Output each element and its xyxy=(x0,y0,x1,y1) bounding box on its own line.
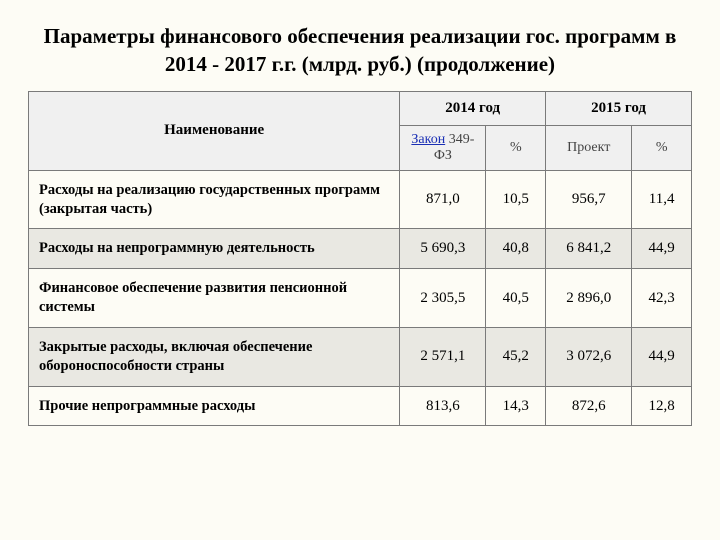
col-header-2015: 2015 год xyxy=(546,91,692,125)
row-name: Прочие непрограммные расходы xyxy=(29,386,400,426)
row-p2014: 40,5 xyxy=(486,269,546,328)
row-p2015: 42,3 xyxy=(632,269,692,328)
col-header-2014: 2014 год xyxy=(400,91,546,125)
table-row: Финансовое обеспечение развития пенсионн… xyxy=(29,269,692,328)
row-p2014: 14,3 xyxy=(486,386,546,426)
row-p2015: 12,8 xyxy=(632,386,692,426)
row-p2014: 45,2 xyxy=(486,327,546,386)
table-row: Расходы на непрограммную деятельность 5 … xyxy=(29,229,692,269)
table-row: Прочие непрограммные расходы 813,6 14,3 … xyxy=(29,386,692,426)
col-header-name: Наименование xyxy=(29,91,400,170)
law-link[interactable]: Закон xyxy=(411,132,445,147)
row-name: Закрытые расходы, включая обеспечение об… xyxy=(29,327,400,386)
row-p2015: 44,9 xyxy=(632,229,692,269)
row-p2015: 11,4 xyxy=(632,170,692,229)
subheader-law: Закон 349-ФЗ xyxy=(400,125,486,170)
row-v2014: 2 305,5 xyxy=(400,269,486,328)
table-container: Наименование 2014 год 2015 год Закон 349… xyxy=(0,91,720,427)
row-name: Финансовое обеспечение развития пенсионн… xyxy=(29,269,400,328)
row-name: Расходы на реализацию государственных пр… xyxy=(29,170,400,229)
subheader-project: Проект xyxy=(546,125,632,170)
page-title: Параметры финансового обеспечения реализ… xyxy=(0,0,720,91)
row-v2014: 813,6 xyxy=(400,386,486,426)
row-v2015: 3 072,6 xyxy=(546,327,632,386)
finance-table: Наименование 2014 год 2015 год Закон 349… xyxy=(28,91,692,427)
table-row: Закрытые расходы, включая обеспечение об… xyxy=(29,327,692,386)
row-v2014: 871,0 xyxy=(400,170,486,229)
subheader-pct-2014: % xyxy=(486,125,546,170)
row-v2014: 2 571,1 xyxy=(400,327,486,386)
row-v2015: 956,7 xyxy=(546,170,632,229)
row-p2015: 44,9 xyxy=(632,327,692,386)
row-p2014: 40,8 xyxy=(486,229,546,269)
row-v2015: 6 841,2 xyxy=(546,229,632,269)
row-p2014: 10,5 xyxy=(486,170,546,229)
row-v2015: 2 896,0 xyxy=(546,269,632,328)
row-name: Расходы на непрограммную деятельность xyxy=(29,229,400,269)
row-v2014: 5 690,3 xyxy=(400,229,486,269)
subheader-pct-2015: % xyxy=(632,125,692,170)
row-v2015: 872,6 xyxy=(546,386,632,426)
table-row: Расходы на реализацию государственных пр… xyxy=(29,170,692,229)
